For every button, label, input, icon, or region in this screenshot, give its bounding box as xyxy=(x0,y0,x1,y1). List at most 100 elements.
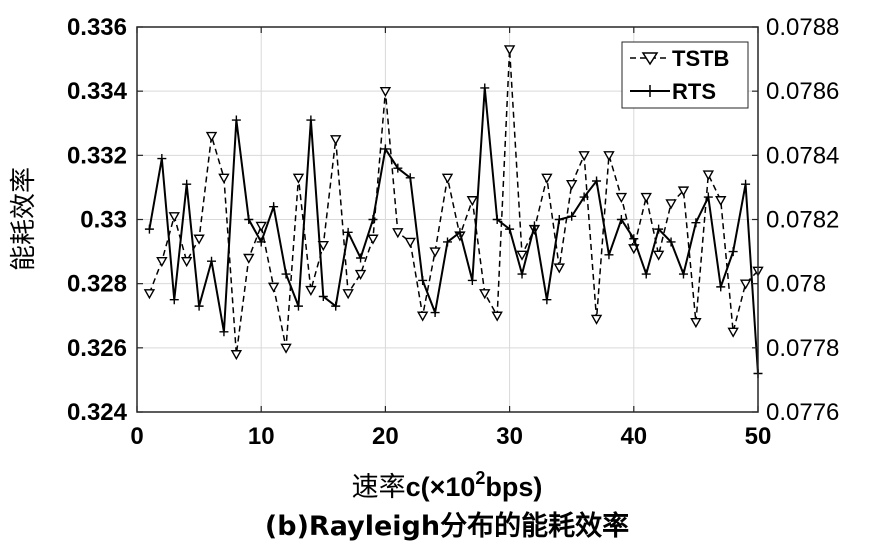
data-point-tstb xyxy=(404,237,416,248)
x-axis-label-exp: 2 xyxy=(475,468,485,488)
data-point-rts xyxy=(269,202,279,212)
data-point-tstb xyxy=(193,234,205,245)
data-point-tstb xyxy=(205,131,218,143)
data-point-rts xyxy=(368,215,378,224)
data-point-tstb xyxy=(143,289,156,300)
y-left-tick-label: 0.324 xyxy=(67,399,128,426)
x-tick-label: 10 xyxy=(248,423,275,450)
data-point-tstb xyxy=(479,289,491,300)
data-point-rts xyxy=(219,327,229,337)
data-point-rts xyxy=(467,275,477,285)
data-point-rts xyxy=(666,237,676,247)
data-point-rts xyxy=(306,115,316,125)
data-point-tstb xyxy=(392,228,404,239)
y-right-tick-label: 0.0776 xyxy=(766,399,839,426)
data-point-tstb xyxy=(354,269,367,280)
data-point-rts xyxy=(244,215,254,224)
data-point-rts xyxy=(194,301,204,311)
data-point-tstb xyxy=(317,240,329,252)
data-point-rts xyxy=(231,115,241,125)
data-point-rts xyxy=(579,192,589,202)
y-right-tick-label: 0.078 xyxy=(766,271,826,298)
data-point-tstb xyxy=(615,192,628,203)
y-left-tick-label: 0.328 xyxy=(67,271,127,298)
y-right-tick-label: 0.0788 xyxy=(766,14,839,41)
y-left-tick-label: 0.332 xyxy=(67,142,127,169)
data-point-rts xyxy=(716,282,726,292)
data-point-tstb xyxy=(516,250,528,261)
data-point-rts xyxy=(480,83,490,93)
figure-caption: (b)Rayleigh分布的能耗效率 xyxy=(265,510,629,542)
data-point-tstb xyxy=(541,173,553,184)
y-left-tick-label: 0.334 xyxy=(67,78,128,105)
data-point-tstb xyxy=(218,173,230,184)
data-point-tstb xyxy=(305,285,317,297)
legend: TSTB RTS xyxy=(621,41,749,109)
data-point-rts xyxy=(517,269,527,279)
data-point-tstb xyxy=(416,311,429,322)
data-point-tstb xyxy=(590,314,603,325)
data-point-tstb xyxy=(677,186,690,197)
data-point-rts xyxy=(728,247,738,257)
y-axis-label: 能耗效率 xyxy=(9,167,39,271)
y-right-tick-label: 0.0782 xyxy=(766,207,839,234)
data-point-rts xyxy=(691,218,701,228)
x-axis-label-unit: c(×10 xyxy=(406,472,476,502)
data-point-rts xyxy=(505,224,515,234)
data-point-tstb xyxy=(491,311,503,322)
data-point-rts xyxy=(169,295,179,305)
data-point-rts xyxy=(654,224,664,234)
data-point-rts xyxy=(157,154,167,164)
y-right-tick-label: 0.0786 xyxy=(766,78,839,105)
y-right-tick-label: 0.0784 xyxy=(766,142,839,169)
data-point-rts xyxy=(331,301,341,311)
data-point-rts xyxy=(592,176,602,186)
x-tick-label: 40 xyxy=(620,423,647,450)
data-point-rts xyxy=(207,256,217,266)
data-point-tstb xyxy=(652,250,665,261)
data-point-tstb xyxy=(342,289,354,300)
data-point-rts xyxy=(443,237,452,247)
data-point-tstb xyxy=(578,151,590,162)
data-point-rts xyxy=(616,215,626,224)
x-axis-label: 速率c(×102bps) xyxy=(352,468,543,503)
data-point-rts xyxy=(542,295,552,305)
data-point-rts xyxy=(455,227,465,237)
data-point-tstb xyxy=(243,253,255,264)
data-point-rts xyxy=(281,269,291,279)
data-point-rts xyxy=(256,237,266,247)
x-tick-label: 50 xyxy=(745,423,772,450)
data-point-rts xyxy=(405,173,415,183)
data-point-tstb xyxy=(566,180,578,191)
data-point-tstb xyxy=(255,221,267,232)
x-tick-label: 20 xyxy=(372,423,399,450)
data-point-rts xyxy=(492,215,502,224)
data-point-tstb xyxy=(441,173,454,184)
data-point-rts xyxy=(182,179,192,189)
series-line-rts xyxy=(148,87,759,374)
data-point-rts xyxy=(144,224,154,234)
data-point-tstb xyxy=(180,257,193,268)
data-point-rts xyxy=(418,275,428,285)
data-point-rts xyxy=(380,144,390,154)
data-point-rts xyxy=(293,301,303,311)
legend-box xyxy=(621,41,749,109)
data-point-rts xyxy=(318,292,328,301)
data-point-rts xyxy=(343,227,353,237)
x-tick-label: 30 xyxy=(496,423,523,450)
y-right-tick-label: 0.0778 xyxy=(766,335,839,362)
x-axis-label-main: 速率 xyxy=(352,472,406,503)
data-point-tstb xyxy=(292,173,305,184)
data-point-tstb xyxy=(267,282,280,293)
data-point-tstb xyxy=(665,199,677,210)
x-tick-label: 0 xyxy=(130,423,143,450)
series-layer xyxy=(143,45,764,378)
data-point-rts xyxy=(604,250,614,260)
data-point-rts xyxy=(529,221,539,231)
data-point-tstb xyxy=(727,327,739,338)
data-point-tstb xyxy=(739,279,752,290)
data-point-tstb xyxy=(429,247,441,258)
data-point-rts xyxy=(741,179,751,189)
